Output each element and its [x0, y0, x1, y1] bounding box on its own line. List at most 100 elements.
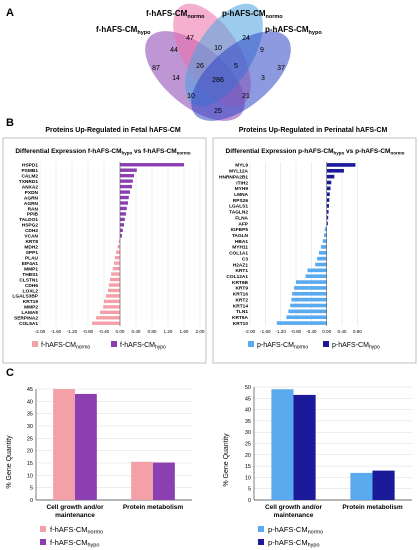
venn-count: 10: [187, 93, 195, 100]
bar: [96, 316, 120, 320]
category-label: PPIB: [27, 212, 39, 218]
category-label: KRT16: [233, 292, 249, 298]
bar: [326, 209, 329, 214]
bar: [326, 168, 344, 173]
category-label: LMNA: [234, 192, 248, 198]
category-label: KRT6B: [232, 280, 249, 286]
bar: [120, 217, 125, 222]
y-tick-label: 5: [30, 486, 33, 492]
bar: [108, 283, 120, 287]
chart-b1-subtitle: Differential Expression f-hAFS-CMhypo vs…: [15, 148, 191, 156]
y-tick-label: 45: [245, 396, 251, 402]
chart-fetal-diff-expression: Proteins Up-Regulated in Fetal hAFS-CM D…: [2, 127, 207, 364]
bar: [120, 184, 132, 189]
bar: [92, 321, 120, 325]
x-tick-label: 0.00: [322, 329, 331, 334]
category-label: maintenance: [274, 512, 314, 519]
chart-b2-frame: [212, 137, 417, 364]
x-tick-label: -2.00: [245, 329, 256, 334]
category-label: HSPD1: [22, 163, 38, 169]
category-label: FLNA: [235, 215, 248, 221]
bar: [324, 227, 327, 232]
x-tick-label: -0.40: [99, 329, 110, 334]
bar: [317, 256, 327, 261]
bar: [114, 261, 120, 265]
chart-b2-subtitle: Differential Expression p-hAFS-CMhypo vs…: [226, 148, 405, 156]
category-label: H2AZ1: [233, 262, 249, 268]
category-label: PXDN: [25, 190, 39, 196]
bar: [326, 221, 328, 226]
category-label: TLN1: [236, 309, 248, 315]
category-label: CALM2: [21, 173, 38, 179]
category-label: LGALS1: [229, 204, 248, 210]
category-label: Protein metabolism: [342, 504, 403, 511]
chart-fetal-gene-quantity: % Gene Quantity 0 5 10 15 20 25 30 35 40 45 Cell g…: [6, 387, 192, 549]
category-label: SERPINA2: [14, 316, 38, 322]
x-tick-label: 0.80: [148, 329, 157, 334]
category-label: LOXL2: [23, 288, 39, 294]
bar: [326, 215, 329, 220]
y-tick-label: 25: [245, 442, 251, 448]
bar: [326, 180, 332, 185]
bar: [120, 163, 184, 167]
bar: [131, 461, 153, 500]
y-tick-label: 25: [27, 436, 33, 442]
bar: [111, 272, 120, 276]
chart-b2-title: Proteins Up-Regulated in Perinatal hAFS-…: [239, 127, 388, 134]
legend-swatch-p-normo: [258, 526, 264, 532]
venn-count: 9: [260, 47, 264, 54]
y-tick-label: 20: [245, 453, 251, 459]
category-label: MYH11: [232, 245, 248, 251]
bar: [372, 470, 395, 500]
category-label: LAMA5: [21, 310, 38, 316]
venn-count: 37: [277, 65, 285, 72]
category-label: KRT2: [235, 297, 248, 303]
bar: [104, 299, 120, 304]
panel-label-a: A: [6, 7, 14, 19]
category-label: MYL9: [235, 163, 248, 169]
bar: [294, 286, 327, 290]
category-label: PSMB1: [21, 168, 38, 174]
venn-count: 24: [242, 35, 250, 42]
category-label: AGRN: [24, 201, 39, 207]
category-label: AGRN: [24, 195, 39, 201]
y-tick-label: 30: [245, 430, 251, 436]
bar: [326, 204, 329, 208]
category-label: Cell growth and/or: [46, 504, 104, 511]
bar: [326, 174, 335, 179]
venn-count: 26: [196, 63, 204, 70]
chart-b1-title: Proteins Up-Regulated in Fetal hAFS-CM: [45, 127, 181, 134]
bar: [120, 212, 126, 216]
bar: [120, 179, 133, 183]
category-label: TALDO1: [19, 217, 38, 223]
bar: [120, 206, 127, 211]
legend-swatch-f-normo: [32, 341, 38, 347]
legend-swatch-f-hypo: [111, 341, 117, 347]
venn-diagram: f-hAFS-CMnormo f-hAFS-CMhypo p-hAFS-CMno…: [96, 3, 322, 121]
x-tick-label: -1.60: [260, 329, 271, 334]
venn-label-p-normo: p-hAFS-CMnormo: [222, 9, 283, 20]
category-label: Cell growth and/or: [265, 504, 323, 511]
category-label: COL5A1: [19, 321, 38, 327]
category-label: ANXA2: [22, 184, 39, 190]
category-label: CDH6: [25, 283, 38, 289]
venn-count: 47: [186, 35, 194, 42]
bar: [292, 291, 327, 296]
category-label: Protein metabolism: [123, 504, 184, 511]
category-label: CDH2: [25, 228, 38, 234]
y-tick-label: 5: [248, 487, 251, 493]
chart-c1-plot: 0 5 10 15 20 25 30 35 40 45 Cell growth and/ormain…: [27, 387, 192, 519]
bar: [320, 245, 327, 249]
category-label: ITIH2: [236, 180, 248, 186]
category-label: EIF4A1: [22, 261, 39, 267]
x-tick-label: 0.40: [132, 329, 141, 334]
y-tick-label: 35: [245, 419, 251, 425]
y-tick-label: 15: [245, 464, 251, 470]
x-tick-label: -1.60: [51, 329, 62, 334]
category-label: VCAN: [24, 234, 38, 240]
category-label: TAGLN: [232, 233, 249, 239]
bar: [112, 266, 120, 271]
category-label: COL12A1: [226, 274, 248, 280]
category-label: HBA1: [235, 239, 248, 245]
y-tick-label: 45: [27, 387, 33, 393]
